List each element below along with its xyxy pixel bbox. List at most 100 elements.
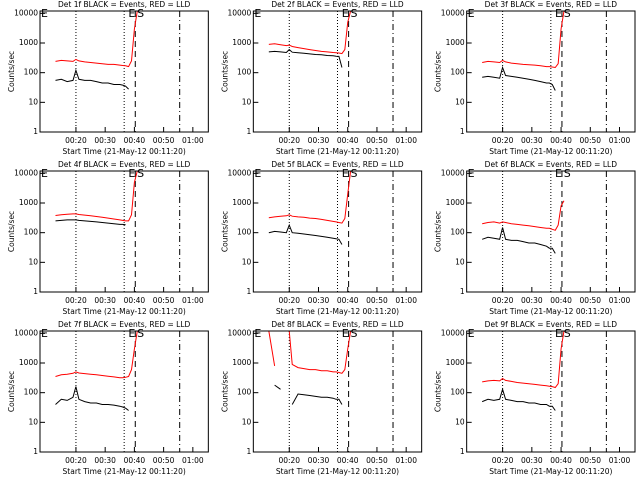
x-tick-label: 01:00 <box>182 456 204 465</box>
plot-area <box>55 171 138 226</box>
x-tick-label: 00:30 <box>94 456 116 465</box>
x-tick-label: 00:40 <box>550 456 572 465</box>
y-tick-label: 1000 <box>232 358 251 367</box>
plot-frame <box>39 170 209 293</box>
x-tick-label: 01:00 <box>609 456 631 465</box>
x-tick-label: 00:20 <box>492 296 514 305</box>
y-axis-label: Counts/sec <box>7 51 16 92</box>
chart-title: Det 2f BLACK = Events, RED = LLD <box>271 0 404 9</box>
panel: Det 9f BLACK = Events, RED = LLD Start Ti… <box>434 320 636 476</box>
panel: Det 4f BLACK = Events, RED = LLD Start Ti… <box>7 160 209 316</box>
x-tick-label: 00:20 <box>278 456 300 465</box>
y-tick-label: 10 <box>455 257 465 266</box>
y-tick-label: 10000 <box>14 168 38 177</box>
y-tick-label: 100 <box>237 68 252 77</box>
y-tick-label: 10000 <box>441 168 465 177</box>
x-tick-label: 01:00 <box>182 296 204 305</box>
y-tick-label: 10 <box>455 97 465 106</box>
y-tick-label: 10000 <box>441 8 465 17</box>
y-axis-label: Counts/sec <box>7 371 16 412</box>
y-tick-label: 1000 <box>19 38 38 47</box>
y-axis-label: Counts/sec <box>220 371 229 412</box>
y-tick-label: 1000 <box>19 198 38 207</box>
series-line <box>55 11 138 68</box>
x-tick-label: 00:20 <box>278 296 300 305</box>
annotation: E <box>468 7 475 20</box>
plot-area <box>268 11 352 68</box>
y-tick-label: 10 <box>242 97 252 106</box>
y-tick-label: 1 <box>33 287 38 296</box>
x-tick-label: 00:30 <box>94 296 116 305</box>
chart-title: Det 4f BLACK = Events, RED = LLD <box>58 160 191 169</box>
annotation: S <box>350 167 357 180</box>
y-tick-label: 1 <box>460 447 465 456</box>
chart-title: Det 8f BLACK = Events, RED = LLD <box>271 320 404 329</box>
y-tick-label: 10000 <box>227 328 251 337</box>
panel: Det 2f BLACK = Events, RED = LLD Start Ti… <box>220 0 423 156</box>
series-line <box>55 331 138 379</box>
series-line <box>268 331 352 374</box>
x-tick-label: 00:20 <box>492 456 514 465</box>
annotation: E <box>555 167 562 180</box>
x-axis-label: Start Time (21-May-12 00:11:20) <box>276 147 399 156</box>
x-tick-label: 00:50 <box>579 136 601 145</box>
x-tick-label: 00:20 <box>65 136 87 145</box>
annotation: E <box>128 167 135 180</box>
annotation: S <box>564 7 571 20</box>
series-line <box>482 11 565 69</box>
x-tick-label: 00:40 <box>337 296 359 305</box>
annotation: E <box>468 327 475 340</box>
x-tick-label: 00:20 <box>65 296 87 305</box>
series-line <box>482 227 556 254</box>
x-tick-label: 00:50 <box>366 296 388 305</box>
annotation: S <box>350 327 357 340</box>
x-tick-label: 01:00 <box>395 136 417 145</box>
x-tick-label: 00:20 <box>278 136 300 145</box>
y-tick-label: 10000 <box>227 8 251 17</box>
y-tick-label: 10000 <box>441 328 465 337</box>
plot-area <box>55 11 138 90</box>
y-tick-label: 1 <box>460 287 465 296</box>
annotation: E <box>254 327 261 340</box>
series-line <box>274 384 343 405</box>
chart-title: Det 1f BLACK = Events, RED = LLD <box>58 0 191 9</box>
y-tick-label: 1 <box>247 127 252 136</box>
annotation: S <box>564 327 571 340</box>
annotation: E <box>342 327 349 340</box>
annotation: E <box>128 7 135 20</box>
y-tick-label: 10 <box>242 417 252 426</box>
series-line <box>481 387 556 411</box>
x-tick-label: 00:50 <box>366 456 388 465</box>
y-axis-label: Counts/sec <box>434 51 443 92</box>
y-tick-label: 1 <box>460 127 465 136</box>
plot-area <box>268 171 352 245</box>
annotation: S <box>350 7 357 20</box>
x-axis-label: Start Time (21-May-12 00:11:20) <box>489 147 612 156</box>
series-line <box>482 200 565 231</box>
x-tick-label: 01:00 <box>182 136 204 145</box>
y-axis-label: Counts/sec <box>434 371 443 412</box>
x-tick-label: 00:50 <box>153 456 175 465</box>
x-tick-label: 00:50 <box>579 456 601 465</box>
y-tick-label: 100 <box>450 388 465 397</box>
x-axis-label: Start Time (21-May-12 00:11:20) <box>276 467 399 476</box>
x-tick-label: 00:30 <box>308 456 330 465</box>
y-tick-label: 1000 <box>19 358 38 367</box>
y-tick-label: 100 <box>24 228 39 237</box>
x-tick-label: 01:00 <box>395 296 417 305</box>
chart-title: Det 7f BLACK = Events, RED = LLD <box>58 320 191 329</box>
x-axis-label: Start Time (21-May-12 00:11:20) <box>276 307 399 316</box>
annotation: E <box>41 327 48 340</box>
series-line <box>482 65 556 91</box>
y-tick-label: 1000 <box>446 198 465 207</box>
x-tick-label: 00:20 <box>492 136 514 145</box>
y-tick-label: 1 <box>33 127 38 136</box>
y-tick-label: 100 <box>24 388 39 397</box>
plot-area <box>482 11 565 91</box>
annotation: E <box>254 167 261 180</box>
x-tick-label: 00:40 <box>124 296 146 305</box>
plot-area <box>55 331 138 411</box>
x-axis-label: Start Time (21-May-12 00:11:20) <box>63 147 186 156</box>
y-tick-label: 1 <box>247 287 252 296</box>
x-tick-label: 00:50 <box>153 296 175 305</box>
